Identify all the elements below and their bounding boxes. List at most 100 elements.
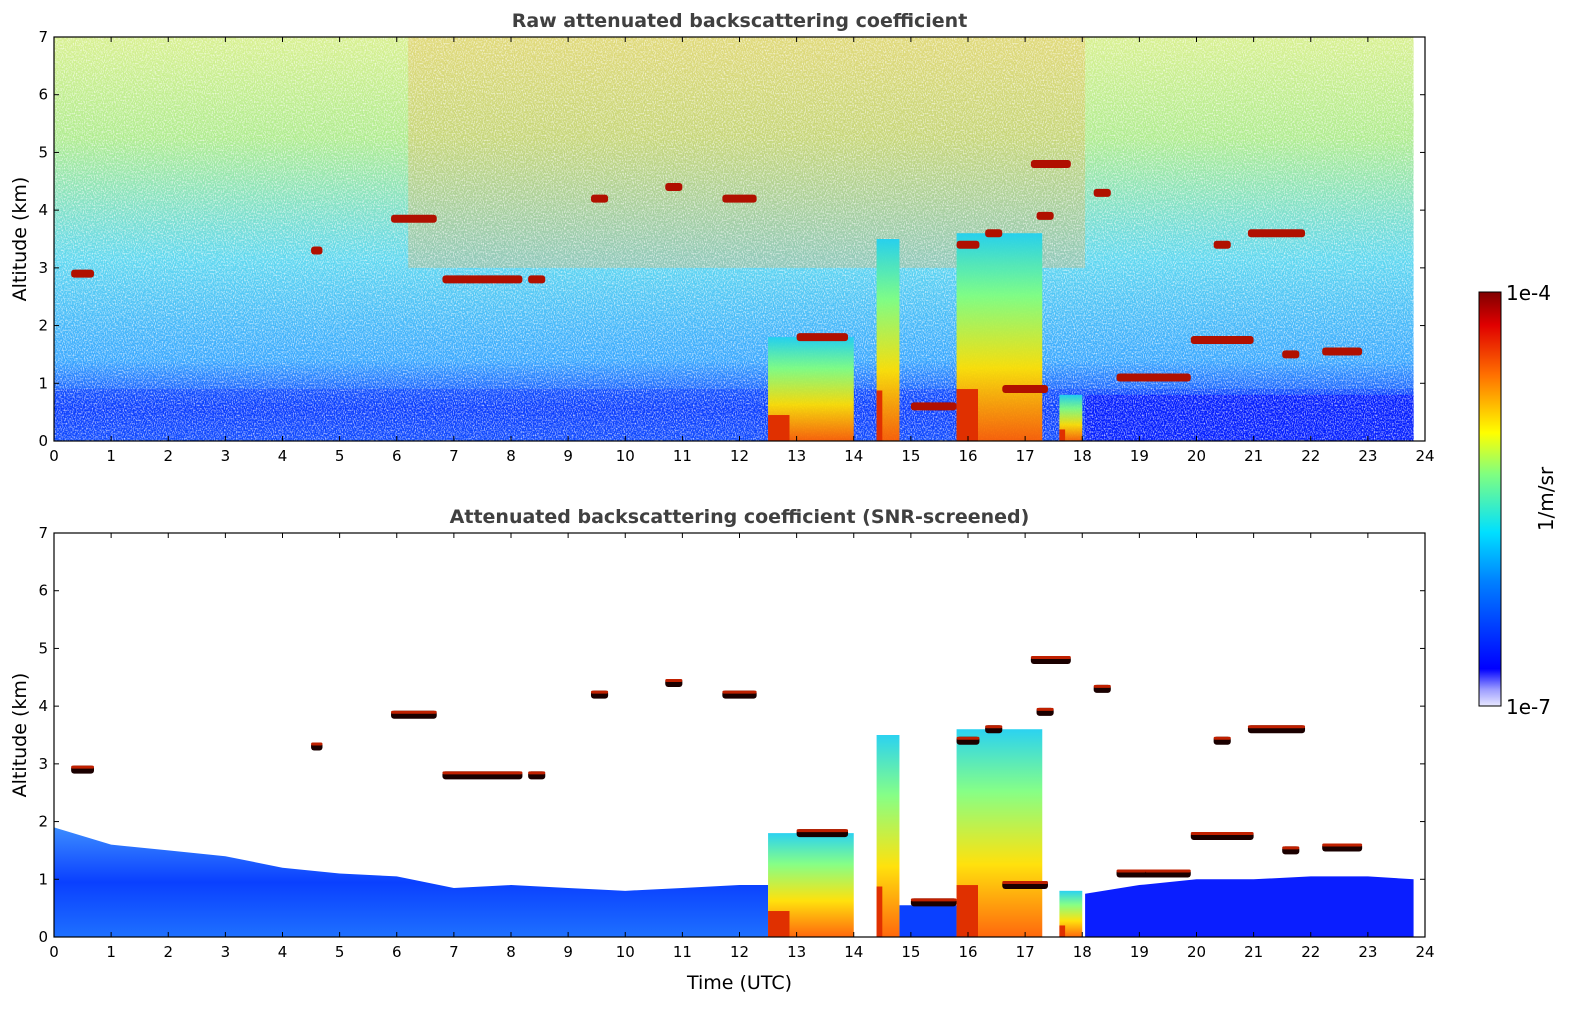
x-tick-label: 16: [958, 943, 977, 961]
y-tick-label: 4: [38, 201, 48, 219]
y-tick-label: 0: [38, 432, 48, 450]
precip-core: [1059, 925, 1066, 937]
cloud-layer: [1282, 350, 1300, 359]
x-tick-label: 8: [506, 447, 516, 465]
screened-boundary-layer-mid: [899, 905, 957, 937]
x-tick-label: 14: [844, 447, 863, 465]
precip-core: [956, 389, 978, 441]
y-tick-label: 7: [38, 28, 48, 46]
panel-raw: Raw attenuated backscattering coefficien…: [9, 10, 1435, 465]
heatmap-raw: [54, 37, 1414, 441]
cloud-layer: [1145, 373, 1191, 382]
x-tick-label: 16: [958, 447, 977, 465]
colorbar-scale: [1478, 291, 1502, 707]
precip-core: [876, 390, 883, 441]
cloud-layer-edge: [796, 829, 849, 833]
x-tick-label: 4: [278, 943, 288, 961]
x-tick-label: 2: [163, 447, 173, 465]
y-tick-label: 3: [38, 755, 48, 773]
cloud-layer-edge: [1116, 869, 1151, 873]
y-tick-label: 1: [38, 374, 48, 392]
x-tick-label: 9: [563, 447, 573, 465]
cloud-layer: [910, 402, 957, 411]
y-tick-label: 3: [38, 259, 48, 277]
x-tick-label: 17: [1016, 447, 1035, 465]
cloud-layer-edge: [442, 771, 523, 775]
y-tick-label: 6: [38, 86, 48, 104]
precip-core: [768, 911, 790, 937]
cloud-layer: [528, 275, 546, 284]
x-tick-label: 10: [616, 447, 635, 465]
cloud-layer: [1213, 240, 1231, 249]
x-tick-label: 1: [106, 943, 116, 961]
x-tick-label: 0: [49, 943, 59, 961]
x-tick-label: 24: [1415, 447, 1434, 465]
panel-title-raw: Raw attenuated backscattering coefficien…: [512, 10, 968, 32]
cloud-layer-edge: [1036, 707, 1054, 711]
x-tick-label: 5: [335, 447, 345, 465]
cloud-layer: [1002, 385, 1048, 394]
x-tick-label: 8: [506, 943, 516, 961]
y-ticks-raw: 0 1 2 3 4 5 6 7: [38, 28, 1425, 450]
y-tick-label: 2: [38, 317, 48, 335]
x-tick-label: 13: [787, 447, 806, 465]
x-tick-label: 22: [1301, 943, 1320, 961]
x-tick-label: 2: [163, 943, 173, 961]
cloud-layer: [1116, 373, 1151, 382]
x-tick-label: 21: [1244, 447, 1263, 465]
cloud-layer-edge: [985, 725, 1003, 729]
colorbar: 1e-4 1e-7 1/m/sr: [1478, 281, 1558, 719]
x-tick-label: 23: [1358, 943, 1377, 961]
cloud-layer: [1093, 188, 1111, 197]
precip-core: [768, 415, 790, 441]
heatmap-screened: [54, 655, 1414, 937]
cloud-layer-edge: [1213, 736, 1231, 740]
cloud-layer-edge: [1002, 881, 1048, 885]
cloud-layer: [956, 240, 980, 249]
x-tick-label: 20: [1187, 447, 1206, 465]
x-tick-label: 3: [221, 447, 231, 465]
x-tick-label: 15: [901, 943, 920, 961]
x-tick-label: 5: [335, 943, 345, 961]
x-tick-label: 23: [1358, 447, 1377, 465]
y-tick-label: 0: [38, 928, 48, 946]
y-axis-label-screened: Altitude (km): [9, 673, 31, 798]
cloud-layer-edge: [1030, 655, 1071, 659]
cloud-layer-edge: [590, 690, 609, 694]
cloud-layer-edge: [1282, 846, 1300, 850]
cloud-layer-edge: [71, 765, 94, 769]
x-ticks-raw: 0 1 2 3 4 5 6 7 8 9 10 11 12 13 14 15 16 17 18 19 20 21 22 23 24: [49, 37, 1435, 465]
x-axis-label-screened: Time (UTC): [686, 972, 792, 994]
y-tick-label: 5: [38, 143, 48, 161]
y-tick-label: 4: [38, 697, 48, 715]
y-tick-label: 1: [38, 870, 48, 888]
speckle-noise: [54, 37, 1414, 441]
x-tick-label: 19: [1130, 447, 1149, 465]
cloud-layer-edge: [1322, 843, 1363, 847]
cloud-layer-edge: [528, 771, 546, 775]
x-tick-label: 7: [449, 447, 459, 465]
y-ticks-screened: 0 1 2 3 4 5 6 7: [38, 524, 1425, 946]
x-tick-label: 11: [673, 943, 692, 961]
cloud-layer-edge: [391, 710, 437, 714]
x-tick-label: 17: [1016, 943, 1035, 961]
cloud-layer-edge: [1093, 684, 1111, 688]
cloud-layer-edge: [956, 736, 980, 740]
cloud-layer: [1247, 229, 1306, 238]
cloud-layer: [391, 214, 437, 223]
panel-screened: Attenuated backscattering coefficient (S…: [9, 506, 1435, 994]
cloud-layer: [985, 229, 1003, 238]
cloud-layer-edge: [1247, 725, 1306, 729]
screened-boundary-layer-day: [54, 827, 769, 937]
x-tick-label: 9: [563, 943, 573, 961]
cloud-layer: [311, 246, 323, 255]
cloud-layer: [590, 194, 609, 203]
colorbar-min-label: 1e-7: [1506, 695, 1551, 719]
x-tick-label: 20: [1187, 943, 1206, 961]
x-ticks-screened: 0 1 2 3 4 5 6 7 8 9 10 11 12 13 14 15 16 17 18 19 20 21 22 23 24: [49, 533, 1435, 961]
screened-boundary-layer-night: [1085, 876, 1414, 937]
x-tick-label: 3: [221, 943, 231, 961]
x-tick-label: 14: [844, 943, 863, 961]
precip-core: [1059, 429, 1066, 441]
